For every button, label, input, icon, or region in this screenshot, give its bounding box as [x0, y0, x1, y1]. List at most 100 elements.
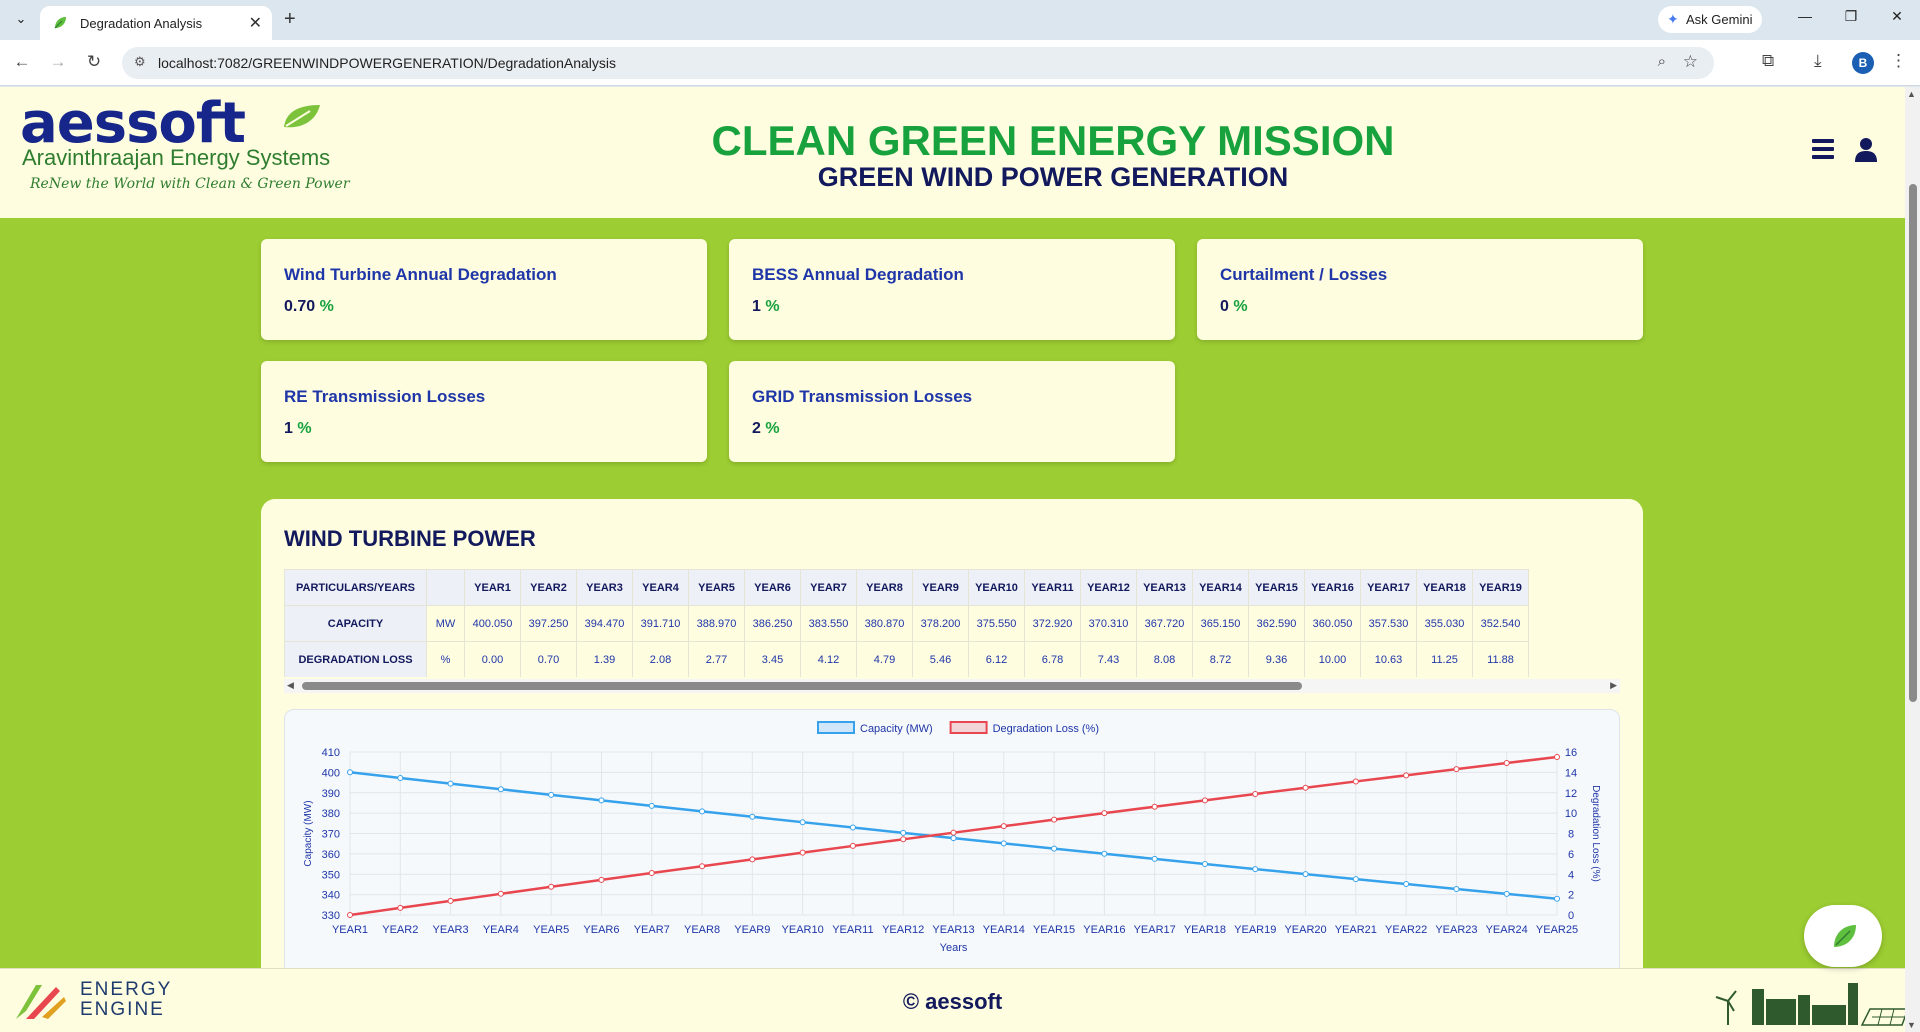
- data-point: [1403, 881, 1410, 888]
- table-cell: 8.08: [1136, 641, 1193, 677]
- address-bar[interactable]: ⚙ localhost:7082/GREENWINDPOWERGENERATIO…: [122, 47, 1714, 79]
- data-point: [900, 829, 907, 836]
- data-point: [1000, 823, 1007, 830]
- y-right-tick-label: 0: [1568, 910, 1574, 922]
- table-cell: 378.200: [912, 605, 969, 642]
- back-icon[interactable]: ←: [13, 52, 31, 71]
- page-vertical-scrollbar[interactable]: ▲ ▼: [1905, 87, 1920, 1032]
- bookmark-star-icon[interactable]: ☆: [1682, 52, 1698, 71]
- table-header-cell: YEAR3: [576, 569, 633, 606]
- zoom-icon[interactable]: ⌕: [1657, 53, 1666, 70]
- legend-swatch: [949, 721, 988, 734]
- profile-avatar[interactable]: B: [1852, 52, 1874, 74]
- table-header-cell: YEAR11: [1024, 569, 1081, 606]
- card-title: GRID Transmission Losses: [752, 387, 973, 406]
- url-text[interactable]: localhost:7082/GREENWINDPOWERGENERATION/…: [158, 55, 617, 71]
- scroll-left-icon[interactable]: ◀: [287, 680, 294, 690]
- x-tick-label: YEAR15: [1033, 924, 1075, 936]
- page-subtitle: GREEN WIND POWER GENERATION: [817, 162, 1289, 192]
- table-header-cell: YEAR5: [688, 569, 745, 606]
- card-unit: %: [297, 420, 312, 437]
- y-left-tick-label: 380: [322, 808, 340, 820]
- data-point: [1503, 890, 1510, 897]
- table-header-cell: PARTICULARS/YEARS: [284, 569, 427, 606]
- table-cell: 380.870: [856, 605, 913, 642]
- legend-label: Degradation Loss (%): [993, 723, 1099, 735]
- card-value: 1 %: [284, 420, 312, 438]
- new-tab-icon[interactable]: +: [284, 8, 296, 30]
- legend-label: Capacity (MW): [860, 723, 933, 735]
- download-icon[interactable]: ⤓: [1814, 51, 1822, 70]
- reload-icon[interactable]: ↻: [86, 52, 102, 71]
- card-title: BESS Annual Degradation: [752, 265, 964, 284]
- minimize-icon[interactable]: —: [1798, 8, 1812, 24]
- user-profile-icon[interactable]: [1854, 137, 1878, 163]
- gemini-spark-icon: ✦: [1667, 11, 1679, 27]
- x-tick-label: YEAR23: [1435, 924, 1477, 936]
- data-point: [849, 842, 856, 849]
- card-unit: %: [765, 298, 780, 315]
- tab-close-icon[interactable]: ✕: [248, 15, 262, 32]
- table-cell: 8.72: [1192, 641, 1249, 677]
- table-header-cell: YEAR6: [744, 569, 801, 606]
- hamburger-menu-icon[interactable]: [1812, 139, 1834, 159]
- leaf-bot-icon: [1834, 925, 1856, 947]
- data-point: [749, 856, 756, 863]
- aessoft-logo[interactable]: aessoft: [20, 91, 246, 156]
- page-scrollbar-thumb[interactable]: [1909, 184, 1917, 702]
- data-point: [1101, 810, 1108, 817]
- y-left-tick-label: 340: [322, 890, 340, 902]
- card-value-number: 1: [284, 420, 293, 437]
- table-row: CAPACITY MW 400.050 397.250 394.470 391.710 38…: [284, 605, 1529, 642]
- extensions-icon[interactable]: ⧉: [1762, 51, 1775, 70]
- x-tick-label: YEAR5: [533, 924, 569, 936]
- data-point: [1403, 772, 1410, 779]
- site-info-icon[interactable]: ⚙: [134, 54, 146, 69]
- x-tick-label: YEAR18: [1184, 924, 1226, 936]
- data-point: [1352, 778, 1359, 785]
- x-tick-label: YEAR25: [1536, 924, 1578, 936]
- table-cell: 11.25: [1416, 641, 1473, 677]
- scroll-up-icon[interactable]: ▲: [1907, 89, 1916, 99]
- card-grid-transmission-losses: GRID Transmission Losses 2 %: [729, 361, 1175, 462]
- table-horizontal-scrollbar[interactable]: ◀ ▶: [284, 679, 1620, 693]
- tab-search-icon[interactable]: ⌄: [15, 11, 27, 26]
- copyright-text: © aessoft: [902, 989, 1003, 1014]
- ask-gemini-button[interactable]: ✦ Ask Gemini: [1658, 6, 1763, 33]
- table-header-cell: [426, 569, 465, 606]
- table-cell: 383.550: [800, 605, 857, 642]
- y-right-tick-label: 6: [1568, 849, 1574, 861]
- logo-tagline: ReNew the World with Clean & Green Power: [30, 176, 350, 192]
- window-close-icon[interactable]: ✕: [1891, 8, 1903, 24]
- x-tick-label: YEAR19: [1234, 924, 1276, 936]
- table-cell: 391.710: [632, 605, 689, 642]
- table-cell: 388.970: [688, 605, 745, 642]
- scroll-right-icon[interactable]: ▶: [1610, 680, 1617, 690]
- scroll-down-icon[interactable]: ▼: [1907, 1020, 1916, 1030]
- x-tick-label: YEAR12: [882, 924, 924, 936]
- degradation-table-container[interactable]: PARTICULARS/YEARS YEAR1 YEAR2 YEAR3 YEAR4 YEA…: [284, 569, 1620, 677]
- table-header-cell: YEAR12: [1080, 569, 1137, 606]
- card-value-number: 0.70: [284, 298, 316, 315]
- forward-icon[interactable]: →: [49, 52, 67, 71]
- x-tick-label: YEAR22: [1385, 924, 1427, 936]
- browser-menu-icon[interactable]: ⋮: [1890, 51, 1907, 70]
- card-bess-degradation: BESS Annual Degradation 1 %: [729, 239, 1175, 340]
- restore-icon[interactable]: ❐: [1844, 8, 1858, 24]
- browser-tab[interactable]: Degradation Analysis ✕: [40, 6, 272, 40]
- data-point: [950, 829, 957, 836]
- y-right-tick-label: 10: [1565, 808, 1577, 820]
- degradation-table: PARTICULARS/YEARS YEAR1 YEAR2 YEAR3 YEAR4 YEA…: [284, 569, 1529, 677]
- data-point: [598, 797, 605, 804]
- card-value: 0 %: [1220, 298, 1248, 316]
- table-cell: 2.08: [632, 641, 689, 677]
- data-point: [397, 774, 404, 781]
- table-cell: 5.46: [912, 641, 969, 677]
- table-cell: 10.00: [1304, 641, 1361, 677]
- chat-assistant-button[interactable]: [1804, 905, 1882, 967]
- card-unit: %: [319, 298, 334, 315]
- table-unit-cell: MW: [426, 605, 465, 642]
- table-cell: 6.12: [968, 641, 1025, 677]
- scrollbar-thumb[interactable]: [302, 682, 1302, 690]
- table-cell: 370.310: [1080, 605, 1137, 642]
